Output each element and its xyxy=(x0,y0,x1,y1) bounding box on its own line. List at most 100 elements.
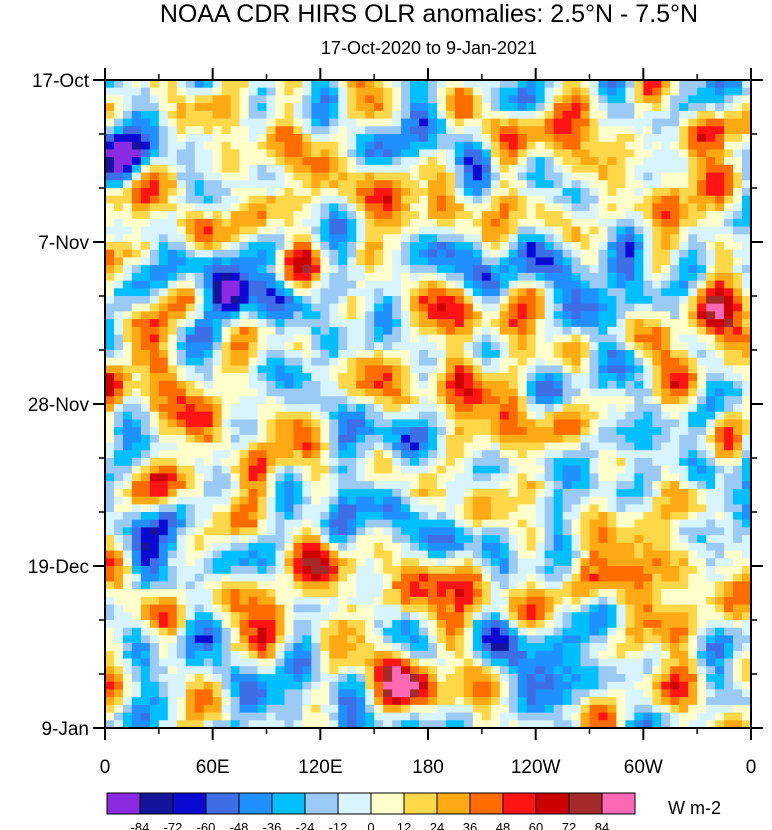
heatmap-cell xyxy=(472,211,483,220)
heatmap-cell xyxy=(706,257,716,266)
heatmap-cell xyxy=(140,342,151,351)
heatmap-cell xyxy=(329,411,339,421)
heatmap-cell xyxy=(392,388,402,397)
heatmap-cell xyxy=(347,203,357,212)
heatmap-cell xyxy=(544,512,555,521)
heatmap-cell xyxy=(625,535,635,544)
heatmap-cell xyxy=(347,188,357,197)
heatmap-cell xyxy=(122,126,133,135)
heatmap-cell xyxy=(158,342,169,351)
heatmap-cell xyxy=(562,535,573,544)
heatmap-cell xyxy=(131,550,142,559)
heatmap-cell xyxy=(113,380,124,390)
heatmap-cell xyxy=(499,396,510,405)
heatmap-cell xyxy=(131,296,142,305)
heatmap-cell xyxy=(356,257,366,266)
heatmap-cell xyxy=(508,242,519,251)
heatmap-cell xyxy=(158,319,169,328)
heatmap-cell xyxy=(338,458,348,467)
heatmap-cell xyxy=(356,527,366,536)
heatmap-cell xyxy=(454,473,465,482)
heatmap-cell xyxy=(715,411,725,421)
heatmap-cell xyxy=(383,134,393,143)
heatmap-cell xyxy=(625,141,635,151)
heatmap-cell xyxy=(742,427,752,436)
heatmap-cell xyxy=(338,126,348,135)
heatmap-cell xyxy=(589,319,600,328)
heatmap-cell xyxy=(105,473,115,482)
heatmap-cell xyxy=(499,473,510,482)
heatmap-cell xyxy=(715,157,725,166)
heatmap-cell xyxy=(499,80,510,89)
heatmap-cell xyxy=(365,203,375,212)
heatmap-cell xyxy=(356,134,366,143)
heatmap-cell xyxy=(679,80,689,89)
heatmap-cell xyxy=(616,566,626,575)
heatmap-cell xyxy=(392,542,402,552)
heatmap-cell xyxy=(625,211,635,220)
heatmap-cell xyxy=(661,118,671,127)
heatmap-cell xyxy=(571,450,582,459)
heatmap-cell xyxy=(688,134,698,143)
heatmap-cell xyxy=(688,512,698,521)
heatmap-cell xyxy=(742,164,752,174)
heatmap-cell xyxy=(697,573,707,583)
heatmap-cell xyxy=(679,419,689,428)
heatmap-cell xyxy=(419,350,429,359)
heatmap-cell xyxy=(733,596,743,606)
heatmap-cell xyxy=(571,481,582,490)
heatmap-cell xyxy=(697,303,707,313)
heatmap-cell xyxy=(661,589,671,598)
heatmap-cell xyxy=(105,365,115,374)
heatmap-cell xyxy=(212,442,223,451)
heatmap-cell xyxy=(374,211,384,220)
heatmap-cell xyxy=(221,95,232,104)
heatmap-cell xyxy=(580,134,591,143)
heatmap-cell xyxy=(239,280,250,289)
heatmap-cell xyxy=(257,226,268,235)
heatmap-cell xyxy=(499,365,510,374)
heatmap-cell xyxy=(616,604,626,613)
heatmap-cell xyxy=(724,450,734,459)
heatmap-cell xyxy=(338,134,348,143)
heatmap-cell xyxy=(742,180,752,189)
heatmap-cell xyxy=(607,257,618,266)
heatmap-cell xyxy=(158,326,169,336)
heatmap-cell xyxy=(176,434,187,444)
heatmap-cell xyxy=(105,581,115,590)
heatmap-cell xyxy=(131,504,142,513)
heatmap-cell xyxy=(428,141,438,151)
heatmap-cell xyxy=(176,396,187,405)
heatmap-cell xyxy=(329,134,339,143)
heatmap-cell xyxy=(508,427,519,436)
heatmap-cell xyxy=(356,272,366,282)
heatmap-cell xyxy=(338,527,348,536)
heatmap-cell xyxy=(221,342,232,351)
heatmap-cell xyxy=(113,373,124,382)
heatmap-cell xyxy=(194,450,205,459)
heatmap-cell xyxy=(302,589,312,598)
heatmap-cell xyxy=(428,157,438,166)
heatmap-cell xyxy=(356,481,366,490)
heatmap-cell xyxy=(535,512,546,521)
heatmap-cell xyxy=(203,110,214,120)
heatmap-cell xyxy=(248,195,259,205)
heatmap-cell xyxy=(724,527,734,536)
heatmap-cell xyxy=(544,319,555,328)
heatmap-cell xyxy=(715,373,725,382)
heatmap-cell xyxy=(553,365,564,374)
heatmap-cell xyxy=(643,380,653,390)
heatmap-cell xyxy=(203,573,214,583)
heatmap-cell xyxy=(724,80,734,89)
heatmap-cell xyxy=(284,149,295,158)
heatmap-cell xyxy=(356,326,366,336)
heatmap-cell xyxy=(239,589,250,598)
heatmap-cell xyxy=(203,481,214,490)
heatmap-cell xyxy=(347,311,357,320)
heatmap-cell xyxy=(410,488,420,498)
heatmap-cell xyxy=(544,157,555,166)
heatmap-cell xyxy=(544,234,555,243)
heatmap-cell xyxy=(230,512,241,521)
heatmap-cell xyxy=(670,110,680,120)
heatmap-cell xyxy=(185,458,196,467)
